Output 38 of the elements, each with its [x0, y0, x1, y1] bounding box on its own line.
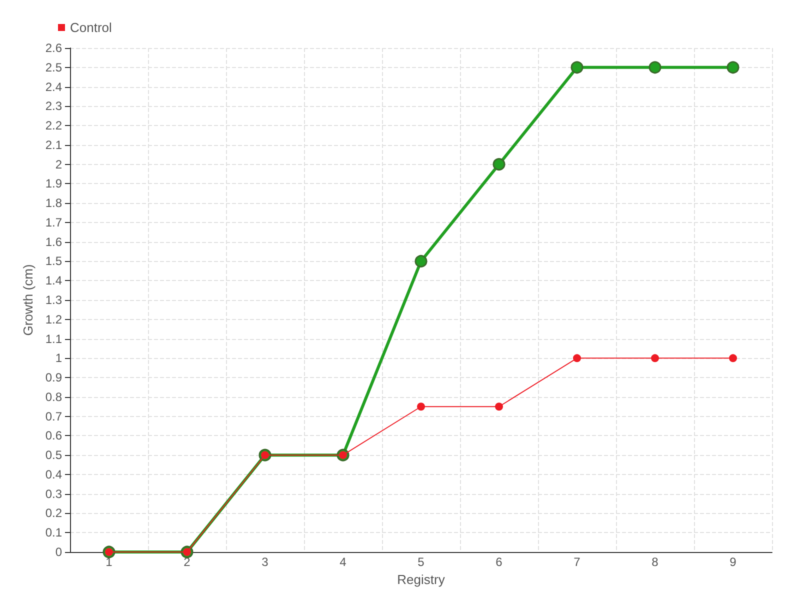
y-tick-label: 1.6 [45, 234, 62, 249]
x-tick-label: 9 [730, 555, 737, 569]
y-tick-label: 0.6 [45, 428, 62, 443]
y-tick-label: 1.2 [45, 312, 62, 326]
x-tick-label: 5 [418, 555, 425, 569]
y-tick-label: 2 [55, 157, 62, 172]
y-tick-label: 2.4 [45, 80, 62, 94]
x-tick-label: 3 [262, 555, 269, 569]
x-tick-label: 4 [340, 555, 347, 569]
y-tick-label: 1.3 [45, 293, 62, 307]
y-tick-label: 0.9 [45, 370, 62, 385]
legend-label: Control [70, 20, 112, 35]
y-tick-label: 1.9 [45, 176, 62, 191]
y-tick-label: 0 [55, 545, 62, 559]
x-tick-label: 6 [496, 555, 503, 569]
y-tick-label: 0.5 [45, 448, 62, 462]
y-tick-label: 1.4 [45, 274, 62, 288]
y-tick-label: 1.7 [45, 215, 62, 230]
y-tick-label: 2.3 [45, 99, 62, 114]
y-tick-label: 0.2 [45, 506, 62, 520]
x-tick-label: 7 [574, 555, 581, 569]
y-tick-label: 0.7 [45, 409, 62, 424]
y-tick-label: 1 [55, 351, 62, 366]
y-tick-label: 0.1 [45, 526, 62, 540]
y-tick-label: 2.5 [45, 60, 62, 74]
y-tick-label: 0.8 [45, 390, 62, 404]
y-tick-label: 1.8 [45, 196, 62, 210]
y-tick-label: 0.3 [45, 486, 62, 501]
y-tick-label: 2.6 [45, 41, 62, 55]
x-axis-title: Registry [397, 572, 446, 587]
y-tick-label: 2.2 [45, 118, 62, 133]
x-tick-label: 1 [106, 555, 113, 569]
y-tick-label: 1.1 [45, 332, 62, 346]
y-tick-label: 1.5 [45, 254, 62, 268]
y-axis-title: Growth (cm) [20, 264, 36, 336]
x-tick-label: 8 [652, 555, 659, 569]
y-tick-label: 2.1 [45, 138, 62, 152]
y-tick-label: 0.4 [45, 467, 62, 482]
